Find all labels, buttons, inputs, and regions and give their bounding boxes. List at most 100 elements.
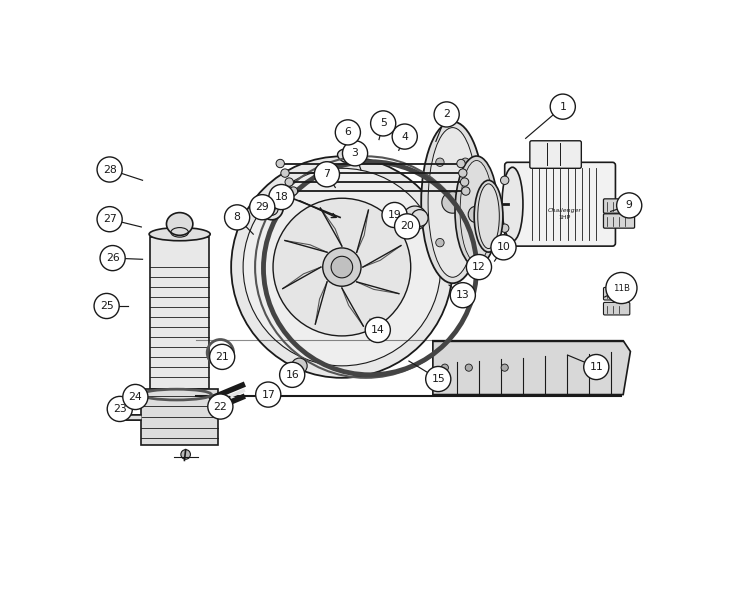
Text: 26: 26	[106, 253, 120, 263]
Ellipse shape	[338, 149, 364, 164]
Text: 10: 10	[496, 242, 511, 253]
FancyBboxPatch shape	[505, 163, 615, 246]
Circle shape	[491, 235, 516, 260]
Circle shape	[331, 256, 353, 278]
Circle shape	[94, 293, 120, 319]
Circle shape	[210, 344, 235, 370]
Polygon shape	[141, 389, 218, 445]
Ellipse shape	[149, 227, 211, 241]
Polygon shape	[433, 341, 630, 395]
Circle shape	[100, 245, 125, 271]
Circle shape	[462, 187, 470, 195]
Circle shape	[459, 169, 467, 177]
Circle shape	[371, 111, 396, 136]
Text: 16: 16	[285, 370, 299, 380]
Circle shape	[466, 254, 492, 280]
Circle shape	[97, 206, 122, 232]
Text: 9: 9	[626, 200, 632, 211]
Circle shape	[426, 367, 451, 392]
FancyBboxPatch shape	[603, 287, 630, 300]
Circle shape	[292, 358, 307, 374]
Circle shape	[461, 238, 469, 247]
Text: 15: 15	[432, 374, 445, 384]
Circle shape	[465, 364, 472, 371]
Circle shape	[450, 283, 475, 308]
Circle shape	[269, 184, 294, 209]
Circle shape	[403, 206, 427, 230]
Circle shape	[342, 141, 368, 166]
Text: 25: 25	[100, 301, 114, 311]
Circle shape	[280, 169, 290, 177]
Text: 4: 4	[402, 131, 408, 142]
Text: 13: 13	[456, 290, 470, 300]
Circle shape	[276, 160, 284, 168]
Circle shape	[501, 224, 509, 232]
Text: 12: 12	[472, 262, 486, 272]
Circle shape	[550, 94, 575, 119]
Text: 29: 29	[256, 202, 269, 212]
Text: 17: 17	[262, 389, 275, 400]
Circle shape	[617, 193, 641, 218]
Circle shape	[314, 162, 339, 187]
Circle shape	[434, 102, 459, 127]
Ellipse shape	[460, 161, 493, 262]
Circle shape	[460, 178, 468, 186]
Circle shape	[365, 317, 390, 343]
FancyBboxPatch shape	[603, 199, 635, 213]
Circle shape	[225, 205, 250, 230]
Circle shape	[285, 178, 293, 186]
FancyBboxPatch shape	[603, 302, 630, 315]
Circle shape	[108, 397, 132, 422]
Circle shape	[501, 176, 509, 184]
Circle shape	[97, 157, 122, 182]
Text: 11B: 11B	[613, 284, 630, 293]
Text: 20: 20	[400, 221, 414, 232]
Ellipse shape	[475, 180, 503, 252]
Text: 21: 21	[215, 352, 229, 362]
Ellipse shape	[166, 212, 193, 235]
Circle shape	[243, 169, 441, 366]
Text: 28: 28	[103, 164, 117, 175]
Text: 1HP: 1HP	[559, 215, 571, 220]
Text: 1: 1	[559, 101, 566, 112]
Circle shape	[468, 206, 485, 223]
Circle shape	[273, 198, 411, 336]
Ellipse shape	[502, 167, 523, 241]
Text: 14: 14	[371, 325, 385, 335]
Text: 8: 8	[234, 212, 241, 223]
Text: 19: 19	[388, 210, 402, 220]
Circle shape	[382, 202, 407, 227]
Circle shape	[501, 364, 508, 371]
Circle shape	[256, 382, 280, 407]
Text: 18: 18	[274, 192, 288, 202]
Circle shape	[280, 362, 305, 388]
Text: 22: 22	[214, 401, 227, 412]
Circle shape	[250, 194, 274, 220]
Text: 27: 27	[103, 214, 117, 224]
Text: 24: 24	[129, 392, 142, 402]
Circle shape	[461, 158, 469, 166]
Ellipse shape	[268, 203, 275, 212]
Circle shape	[411, 209, 428, 226]
Circle shape	[392, 124, 417, 149]
Ellipse shape	[265, 200, 278, 215]
Circle shape	[290, 187, 298, 195]
Circle shape	[208, 394, 233, 419]
Circle shape	[323, 248, 361, 286]
Polygon shape	[150, 237, 209, 389]
Ellipse shape	[478, 184, 499, 248]
Circle shape	[442, 191, 463, 213]
Circle shape	[441, 364, 448, 371]
Circle shape	[456, 160, 465, 168]
Circle shape	[180, 449, 190, 459]
Circle shape	[123, 385, 148, 410]
Text: 2: 2	[443, 109, 450, 119]
Circle shape	[584, 355, 609, 380]
Circle shape	[606, 272, 637, 304]
FancyBboxPatch shape	[603, 214, 635, 228]
Text: 6: 6	[344, 127, 351, 137]
Text: 5: 5	[380, 118, 387, 128]
Circle shape	[435, 238, 444, 247]
Text: Challenger: Challenger	[547, 208, 581, 213]
FancyBboxPatch shape	[530, 141, 581, 169]
